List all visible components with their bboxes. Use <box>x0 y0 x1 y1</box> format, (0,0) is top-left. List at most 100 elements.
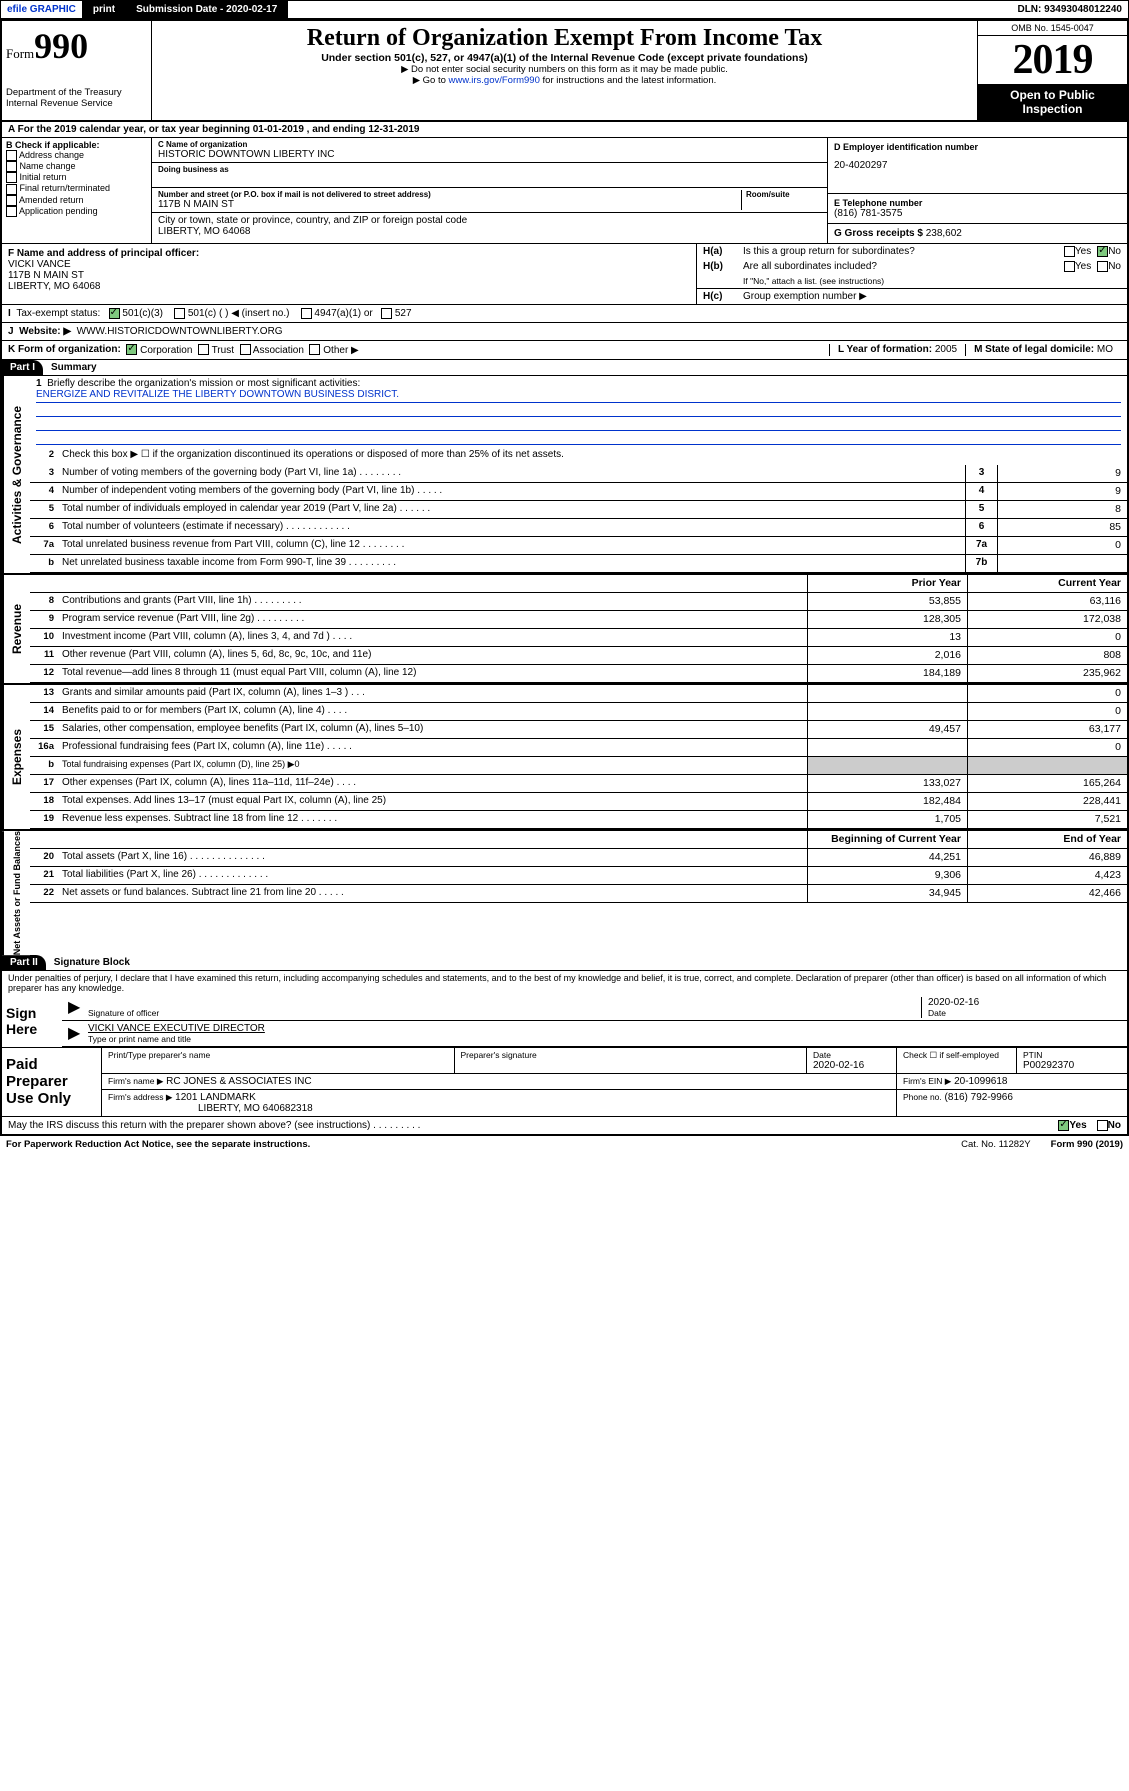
irs-link[interactable]: www.irs.gov/Form990 <box>449 75 540 86</box>
top-bar: efile GRAPHIC print Submission Date - 20… <box>0 0 1129 19</box>
chk-other[interactable]: Other ▶ <box>309 345 358 356</box>
netassets-section: Net Assets or Fund Balances Beginning of… <box>2 829 1127 955</box>
summary-line: 5Total number of individuals employed in… <box>30 501 1127 519</box>
chk-final[interactable]: Final return/terminated <box>6 183 147 194</box>
open-inspection: Open to Public Inspection <box>978 84 1127 120</box>
omb-number: OMB No. 1545-0047 <box>978 21 1127 36</box>
officer-group-block: F Name and address of principal officer:… <box>2 244 1127 305</box>
ha-yes[interactable]: Yes <box>1064 246 1091 257</box>
chk-name[interactable]: Name change <box>6 161 147 172</box>
part2-header: Part IISignature Block <box>2 955 1127 971</box>
side-expenses: Expenses <box>2 685 30 829</box>
chk-pending[interactable]: Application pending <box>6 206 147 217</box>
hdr-prior: Prior Year <box>807 575 967 592</box>
side-netassets: Net Assets or Fund Balances <box>2 831 30 955</box>
officer-addr2: LIBERTY, MO 64068 <box>8 281 690 292</box>
officer-name: VICKI VANCE <box>8 259 690 270</box>
year-formation: 2005 <box>935 344 957 355</box>
chk-527[interactable]: 527 <box>381 308 411 319</box>
k-row: K Form of organization: Corporation Trus… <box>2 341 1127 359</box>
summary-line: 10Investment income (Part VIII, column (… <box>30 629 1127 647</box>
org-name: HISTORIC DOWNTOWN LIBERTY INC <box>158 149 821 160</box>
form-title: Return of Organization Exempt From Incom… <box>162 25 967 52</box>
tax-year: 2019 <box>978 36 1127 84</box>
summary-line: 9Program service revenue (Part VIII, lin… <box>30 611 1127 629</box>
summary-line: 20Total assets (Part X, line 16) . . . .… <box>30 849 1127 867</box>
sig-date-label: Date <box>928 1008 1121 1018</box>
hb-text: Are all subordinates included? <box>743 261 1064 272</box>
ptin: P00292370 <box>1023 1060 1121 1071</box>
revenue-section: Revenue Prior Year Current Year 8Contrib… <box>2 573 1127 683</box>
summary-line: 6Total number of volunteers (estimate if… <box>30 519 1127 537</box>
summary-line: 8Contributions and grants (Part VIII, li… <box>30 593 1127 611</box>
tax-period: A For the 2019 calendar year, or tax yea… <box>2 122 1127 138</box>
discuss-no[interactable]: No <box>1097 1120 1121 1131</box>
sig-officer-label: Signature of officer <box>88 1008 921 1018</box>
print-button[interactable]: print <box>83 1 126 18</box>
summary-line: bNet unrelated business taxable income f… <box>30 555 1127 573</box>
paid-preparer-block: Paid Preparer Use Only Print/Type prepar… <box>2 1047 1127 1116</box>
sign-here-label: Sign Here <box>2 995 62 1047</box>
officer-addr1: 117B N MAIN ST <box>8 270 690 281</box>
hb-yes[interactable]: Yes <box>1064 261 1091 272</box>
firm-addr2: LIBERTY, MO 640682318 <box>108 1103 313 1114</box>
gross-label: G Gross receipts $ <box>834 228 923 239</box>
officer-label: F Name and address of principal officer: <box>8 248 199 259</box>
chk-initial[interactable]: Initial return <box>6 172 147 183</box>
summary-line: bTotal fundraising expenses (Part IX, co… <box>30 757 1127 775</box>
self-employed-check[interactable]: Check ☐ if self-employed <box>897 1048 1017 1073</box>
submission-date: Submission Date - 2020-02-17 <box>126 1 288 18</box>
chk-4947[interactable]: 4947(a)(1) or <box>301 308 373 319</box>
summary-line: 18Total expenses. Add lines 13–17 (must … <box>30 793 1127 811</box>
summary-line: 21Total liabilities (Part X, line 26) . … <box>30 867 1127 885</box>
chk-amended[interactable]: Amended return <box>6 195 147 206</box>
firm-name: RC JONES & ASSOCIATES INC <box>166 1076 311 1087</box>
discuss-row: May the IRS discuss this return with the… <box>2 1116 1127 1134</box>
chk-trust[interactable]: Trust <box>198 345 234 356</box>
efile-link[interactable]: efile GRAPHIC <box>1 1 83 18</box>
hb-note: If "No," attach a list. (see instruction… <box>697 274 1127 288</box>
side-governance: Activities & Governance <box>2 376 30 573</box>
dept-label: Department of the Treasury Internal Reve… <box>6 87 147 109</box>
room-label: Room/suite <box>746 190 821 199</box>
dba-label: Doing business as <box>158 165 821 174</box>
street-label: Number and street (or P.O. box if mail i… <box>158 190 741 199</box>
hc-text: Group exemption number ▶ <box>743 291 867 302</box>
summary-line: 17Other expenses (Part IX, column (A), l… <box>30 775 1127 793</box>
ha-text: Is this a group return for subordinates? <box>743 246 1064 257</box>
summary-line: 12Total revenue—add lines 8 through 11 (… <box>30 665 1127 683</box>
ein-label: D Employer identification number <box>834 142 1121 152</box>
dln: DLN: 93493048012240 <box>1011 1 1128 18</box>
q2-text: Check this box ▶ ☐ if the organization d… <box>58 447 1127 465</box>
summary-line: 13Grants and similar amounts paid (Part … <box>30 685 1127 703</box>
chk-assoc[interactable]: Association <box>240 345 304 356</box>
chk-501c[interactable]: 501(c) ( ) ◀ (insert no.) <box>174 308 289 319</box>
phone-label: E Telephone number <box>834 198 1121 208</box>
box-b-label: B Check if applicable: <box>6 140 100 150</box>
page-footer: For Paperwork Reduction Act Notice, see … <box>0 1136 1129 1153</box>
chk-address[interactable]: Address change <box>6 150 147 161</box>
entity-block: B Check if applicable: Address change Na… <box>2 138 1127 244</box>
sig-date: 2020-02-16 <box>928 997 1121 1008</box>
website-value: WWW.HISTORICDOWNTOWNLIBERTY.ORG <box>77 326 283 337</box>
summary-line: 22Net assets or fund balances. Subtract … <box>30 885 1127 903</box>
expenses-section: Expenses 13Grants and similar amounts pa… <box>2 683 1127 829</box>
summary-line: 15Salaries, other compensation, employee… <box>30 721 1127 739</box>
state-domicile: MO <box>1097 344 1113 355</box>
summary-line: 3Number of voting members of the governi… <box>30 465 1127 483</box>
form-subtitle: Under section 501(c), 527, or 4947(a)(1)… <box>162 52 967 64</box>
hb-no[interactable]: No <box>1097 261 1121 272</box>
chk-501c3[interactable]: 501(c)(3) <box>109 308 163 319</box>
chk-corp[interactable]: Corporation <box>126 345 192 356</box>
firm-addr: 1201 LANDMARK <box>175 1092 256 1103</box>
paid-label: Paid Preparer Use Only <box>2 1048 102 1116</box>
website-row: J Website: ▶ WWW.HISTORICDOWNTOWNLIBERTY… <box>2 323 1127 341</box>
summary-line: 4Number of independent voting members of… <box>30 483 1127 501</box>
form-number: Form990 <box>6 25 147 67</box>
hdr-end: End of Year <box>967 831 1127 848</box>
ha-no[interactable]: No <box>1097 246 1121 257</box>
summary-line: 19Revenue less expenses. Subtract line 1… <box>30 811 1127 829</box>
discuss-yes[interactable]: Yes <box>1058 1120 1086 1131</box>
city: LIBERTY, MO 64068 <box>158 226 821 237</box>
note-ssn: ▶ Do not enter social security numbers o… <box>162 64 967 75</box>
